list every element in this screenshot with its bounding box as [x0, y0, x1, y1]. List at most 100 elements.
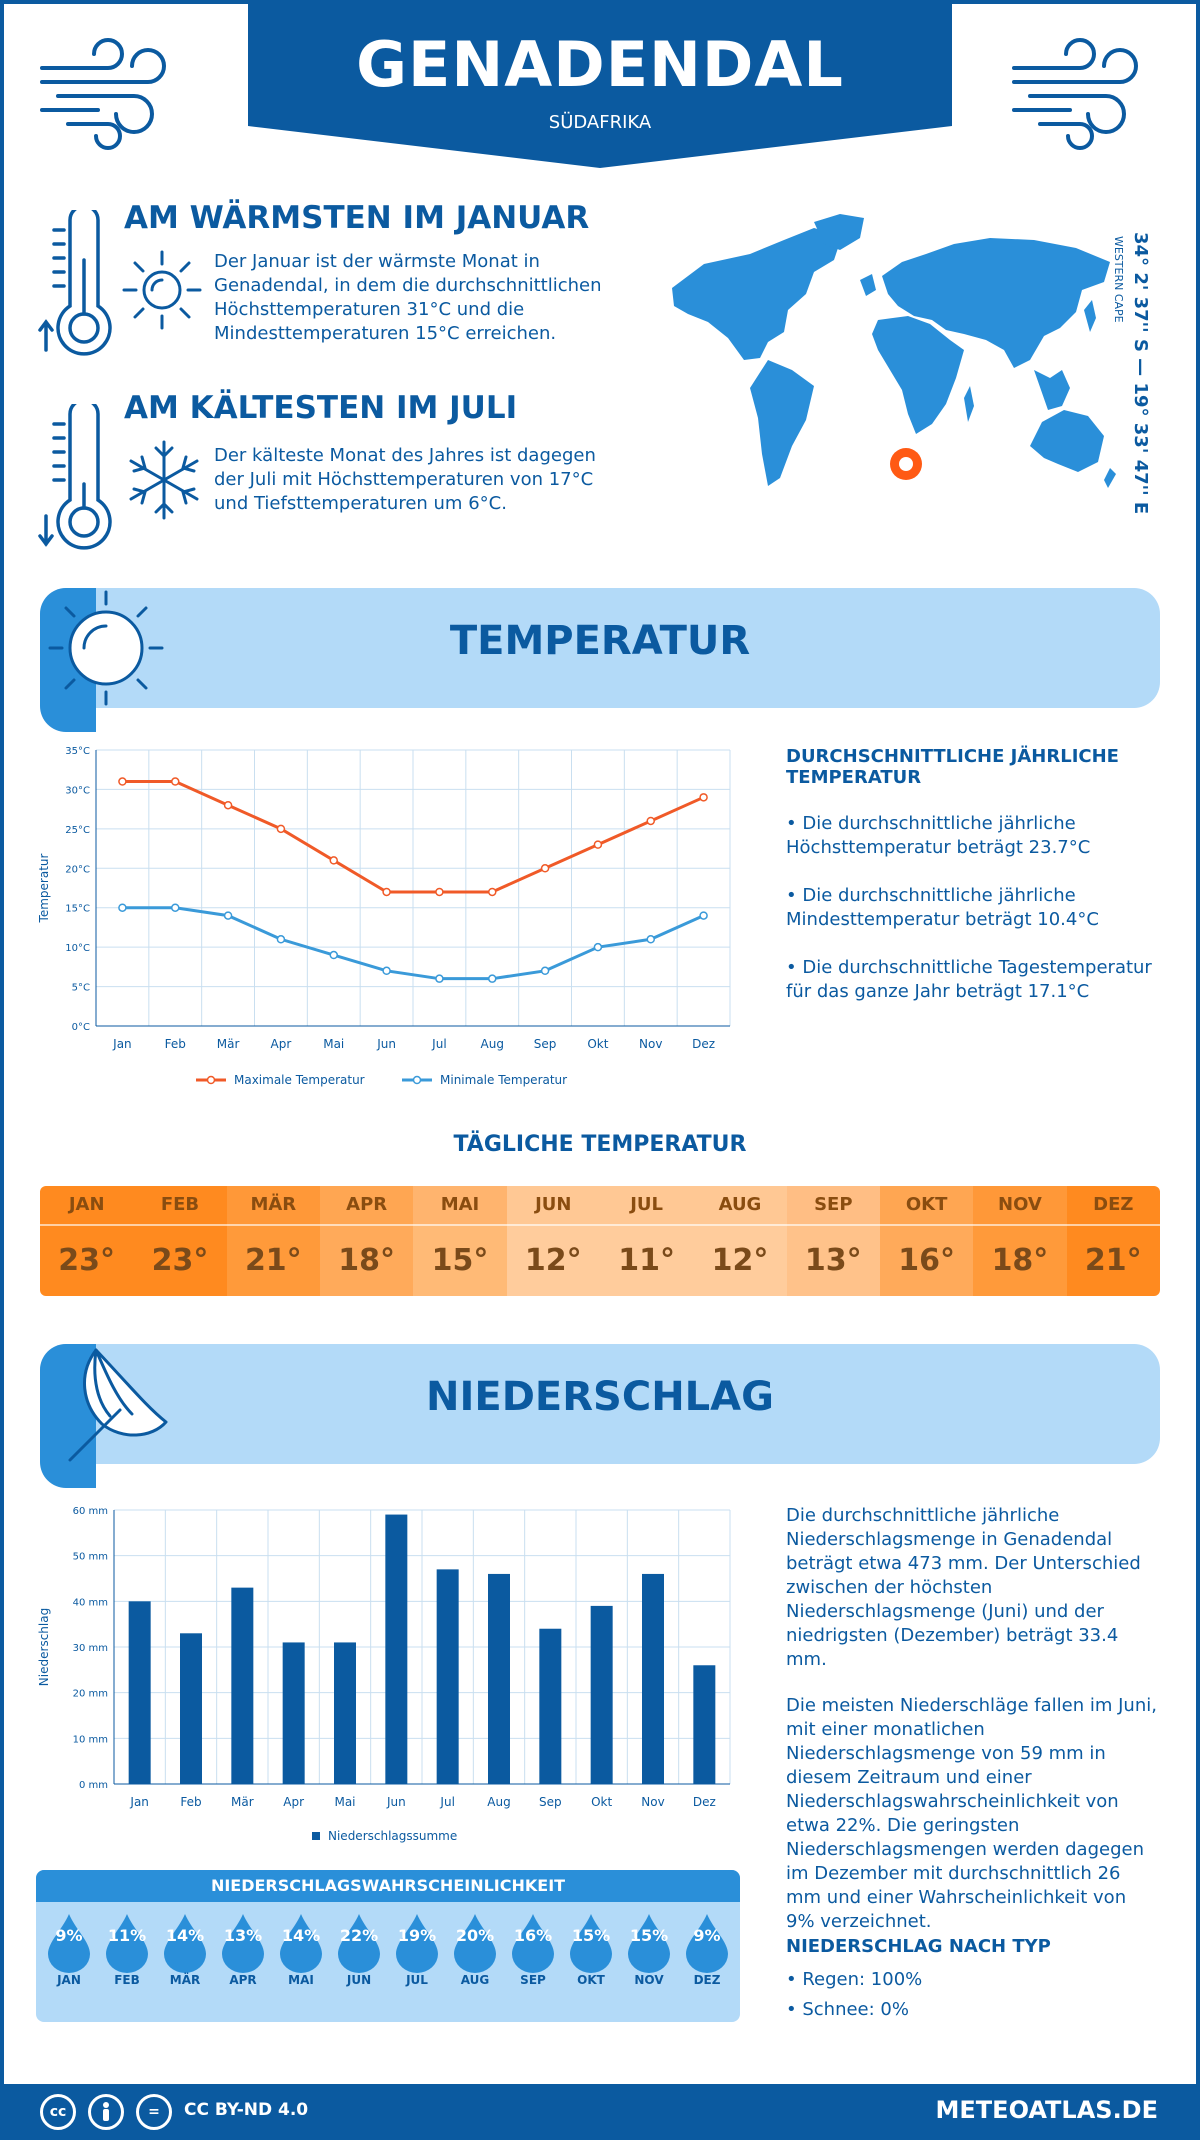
probability-drop: 16% SEP [504, 1912, 562, 2007]
daily-temperature-value: 12° [506, 1224, 600, 1296]
daily-cell: JUL 11° [599, 1186, 694, 1296]
probability-month: JUN [346, 1973, 372, 1987]
bar [539, 1628, 562, 1784]
bar [693, 1665, 716, 1784]
probability-drops: 9% JAN 11% FEB 14% MÄR 13% APR 14% MAI 22% JUN 19% JU… [36, 1902, 740, 2007]
header-background [248, 0, 952, 168]
precipitation-text-2: Die meisten Niederschläge fallen im Juni… [786, 1695, 1157, 1932]
bar [385, 1514, 408, 1784]
noderivs-icon: = [136, 2094, 172, 2130]
daily-cell: FEB 23° [133, 1186, 227, 1296]
probability-value: 13% [223, 1926, 263, 1945]
daily-cell: MÄR 21° [226, 1186, 320, 1296]
precipitation-chart: 0 mm 10 mm 20 mm 30 mm 40 mm 50 mm 60 mm Jan Feb… [37, 1506, 731, 1843]
probability-month: AUG [460, 1973, 490, 1987]
y-axis-label: Niederschlag [37, 1608, 51, 1686]
sun-icon [122, 250, 202, 330]
probability-month: DEZ [693, 1973, 721, 1987]
region-label: WESTERN CAPE [1112, 236, 1125, 323]
y-axis-label: Temperatur [37, 853, 51, 923]
daily-cell: MAI 15° [413, 1186, 507, 1296]
data-point [540, 864, 550, 873]
x-tick-label: Jul [439, 1795, 454, 1809]
data-point [382, 966, 391, 976]
temperature-banner: TEMPERATUR [40, 588, 1160, 732]
probability-drop: 14% MAI [272, 1912, 330, 2007]
series-line [122, 906, 705, 981]
x-tick-label: Aug [481, 1037, 504, 1051]
data-point [329, 856, 338, 865]
x-tick-label: Jun [386, 1795, 406, 1809]
x-tick-label: Feb [180, 1795, 201, 1809]
precipitation-banner: NIEDERSCHLAG [40, 1344, 1160, 1488]
data-point [646, 816, 655, 826]
x-tick-label: Jan [112, 1037, 131, 1051]
probability-month: MÄR [169, 1973, 201, 1987]
temperature-bullet-avg: • Die durchschnittliche Tagestemperatur … [786, 957, 1152, 1002]
precipitation-type-rain: • Regen: 100% [786, 1969, 923, 1990]
data-point [488, 974, 497, 983]
x-tick-label: Mai [334, 1795, 355, 1809]
data-point [593, 942, 603, 952]
temperature-bullet-min: • Die durchschnittliche jährliche Mindes… [786, 885, 1099, 930]
daily-month-label: JUN [506, 1186, 600, 1224]
series-line [122, 780, 705, 894]
probability-month: MAI [288, 1973, 314, 1987]
probability-value: 19% [397, 1926, 437, 1945]
raindrop-icon [222, 1914, 264, 1973]
legend-label: Niederschlagssumme [328, 1829, 457, 1843]
probability-month: NOV [634, 1973, 664, 1987]
bar [282, 1642, 305, 1784]
attribution-icon [88, 2094, 124, 2130]
legend-label: Minimale Temperatur [440, 1073, 567, 1087]
site-link[interactable]: METEOATLAS.DE [935, 2096, 1158, 2124]
daily-temperature-value: 12° [693, 1224, 787, 1296]
x-tick-label: Apr [283, 1795, 304, 1809]
probability-month: APR [229, 1973, 257, 1987]
coldest-title: AM KÄLTESTEN IM JULI [124, 390, 518, 426]
raindrop-icon [338, 1914, 380, 1973]
y-tick-label: 10°C [65, 943, 90, 954]
bar [590, 1605, 613, 1784]
y-tick-label: 30 mm [73, 1643, 108, 1654]
sun-banner-icon [48, 590, 164, 706]
y-tick-label: 20°C [65, 864, 90, 875]
warmest-title: AM WÄRMSTEN IM JANUAR [124, 200, 590, 236]
daily-month-label: DEZ [1066, 1186, 1160, 1224]
x-tick-label: Mär [217, 1037, 240, 1051]
probability-drop: 9% DEZ [678, 1912, 736, 2007]
raindrop-icon [396, 1914, 438, 1973]
data-point [276, 824, 286, 834]
x-tick-label: Mai [323, 1037, 344, 1051]
probability-drop: 19% JUL [388, 1912, 446, 2007]
precipitation-probability-box: NIEDERSCHLAGSWAHRSCHEINLICHKEIT 9% JAN 11%… [36, 1870, 740, 2022]
data-point [699, 911, 708, 920]
thermometer-cold-icon [38, 404, 112, 550]
probability-value: 15% [629, 1926, 669, 1945]
y-tick-label: 35°C [65, 746, 90, 757]
data-point [171, 777, 180, 786]
x-tick-label: Apr [271, 1037, 292, 1051]
probability-drop: 15% NOV [620, 1912, 678, 2007]
coldest-text: Der kälteste Monat des Jahres ist dagege… [214, 445, 596, 514]
daily-month-label: NOV [973, 1186, 1067, 1224]
y-tick-label: 0 mm [79, 1780, 108, 1791]
daily-month-label: AUG [693, 1186, 787, 1224]
bar [180, 1633, 202, 1784]
daily-temperature-value: 15° [413, 1224, 507, 1296]
legend-marker [412, 1075, 422, 1085]
data-point [171, 903, 180, 912]
bar [128, 1601, 151, 1784]
temperature-bullet-max: • Die durchschnittliche jährliche Höchst… [786, 813, 1091, 858]
probability-month: JAN [57, 1973, 81, 1987]
bar [488, 1573, 510, 1784]
probability-month: JUL [406, 1973, 428, 1987]
raindrop-icon [454, 1914, 496, 1973]
x-tick-label: Nov [641, 1795, 664, 1809]
x-tick-label: Jul [431, 1037, 446, 1051]
wind-icon-right [1012, 38, 1138, 150]
x-tick-label: Feb [165, 1037, 186, 1051]
probability-value: 14% [165, 1926, 205, 1945]
x-tick-label: Nov [639, 1037, 662, 1051]
umbrella-icon [68, 1348, 168, 1462]
